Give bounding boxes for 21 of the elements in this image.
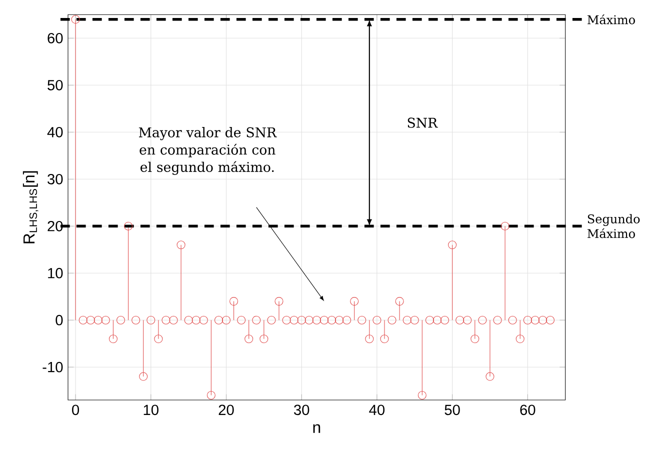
- y-tick-label: 20: [48, 220, 63, 232]
- annotation: SNR: [408, 118, 438, 128]
- ref-line-label: Máximo: [588, 14, 635, 24]
- y-tick-label: -10: [42, 362, 63, 372]
- x-tick-label: 20: [218, 404, 234, 416]
- x-tick-label: 0: [72, 404, 80, 416]
- y-tick-label: 0: [56, 314, 63, 326]
- x-tick-label: 40: [369, 404, 385, 416]
- x-tick-label: 50: [444, 404, 460, 416]
- y-tick-label: 30: [48, 174, 63, 184]
- annotation: Mayor valor de SNR en comparación con el segundo máximo.: [138, 127, 277, 175]
- y-axis-title: R$_{LHS,LHS}$[n]: [22, 171, 38, 244]
- x-tick-label: 10: [144, 404, 158, 416]
- y-tick-label: 40: [47, 126, 63, 138]
- x-tick-label: 30: [294, 404, 310, 416]
- y-tick-label: 10: [48, 268, 63, 278]
- x-axis-title: n: [313, 424, 320, 433]
- ref-line-label: Segundo Máximo: [588, 214, 640, 238]
- y-tick-label: 60: [48, 32, 63, 44]
- x-tick-label: 60: [520, 404, 536, 416]
- y-tick-label: 50: [48, 80, 63, 90]
